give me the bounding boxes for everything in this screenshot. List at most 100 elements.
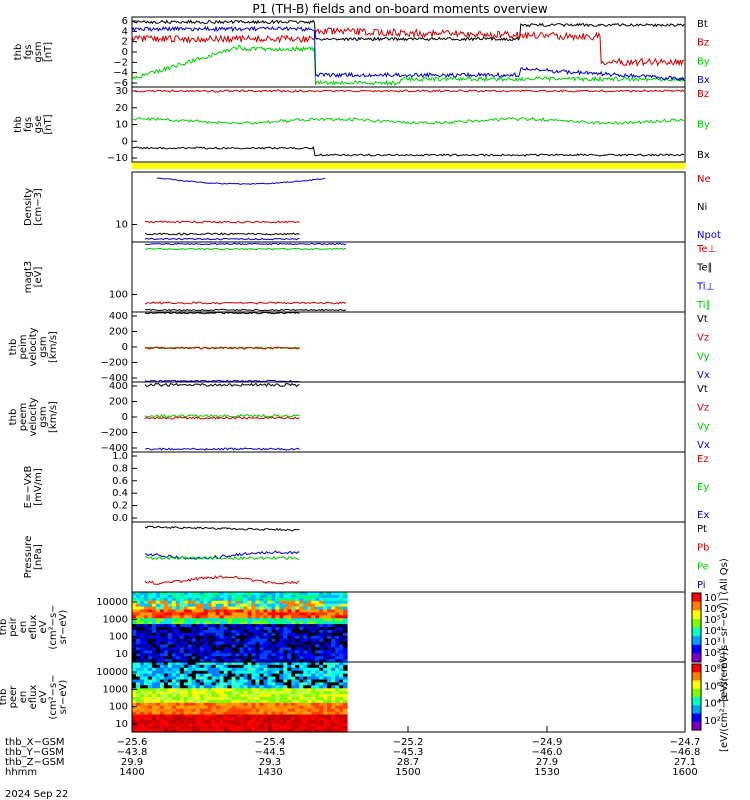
heatmap-cell: [251, 644, 256, 648]
heatmap-cell: [163, 659, 169, 663]
heatmap-cell: [207, 632, 213, 637]
heatmap-cell: [243, 726, 249, 730]
heatmap-cell: [187, 650, 193, 654]
heatmap-cell: [167, 650, 173, 654]
heatmap-cell: [295, 682, 300, 686]
heatmap-cell: [187, 682, 193, 686]
heatmap-cell: [295, 673, 300, 678]
heatmap-cell: [179, 679, 185, 683]
heatmap-cell: [291, 597, 296, 602]
heatmap-cell: [183, 729, 189, 733]
heatmap-cell: [136, 653, 141, 657]
heatmap-cell: [215, 644, 221, 648]
heatmap-cell: [279, 635, 284, 640]
heatmap-cell: [311, 702, 316, 707]
heatmap-cell: [147, 667, 153, 672]
heatmap-cell: [183, 641, 189, 646]
heatmap-cell: [251, 694, 256, 698]
heatmap-cell: [171, 597, 177, 602]
heatmap-cell: [215, 624, 221, 628]
heatmap-cell: [299, 621, 304, 625]
heatmap-cell: [235, 673, 241, 678]
heatmap-cell: [267, 629, 272, 634]
heatmap-cell: [339, 688, 344, 692]
heatmap-cell: [247, 629, 253, 634]
heatmap-cell: [315, 729, 320, 733]
heatmap-cell: [251, 659, 256, 663]
colorbar-tick-label: 10⁶: [704, 604, 721, 615]
heatmap-cell: [311, 673, 316, 678]
heatmap-cell: [211, 597, 217, 602]
heatmap-cell: [327, 656, 332, 660]
heatmap-cell: [287, 673, 292, 678]
heatmap-cell: [259, 699, 264, 704]
heatmap-cell: [335, 702, 340, 707]
heatmap-cell: [299, 726, 304, 730]
heatmap-cell: [343, 592, 348, 596]
heatmap-cell: [331, 711, 336, 716]
heatmap-cell: [223, 685, 229, 689]
heatmap-cell: [255, 670, 260, 675]
colorbar-tick-label: 10⁵: [704, 615, 721, 626]
legend-entry: Ez: [697, 454, 709, 465]
heatmap-cell: [187, 653, 193, 657]
heatmap-cell: [140, 691, 145, 695]
heatmap-cell: [271, 676, 276, 681]
heatmap-cell: [132, 644, 137, 648]
heatmap-cell: [259, 629, 264, 634]
heatmap-cell: [191, 615, 197, 619]
heatmap-cell: [279, 650, 284, 654]
y-tick-label: −6: [113, 78, 128, 89]
heatmap-cell: [140, 714, 145, 718]
heatmap-cell: [179, 635, 185, 640]
legend-entry: Te⊥: [696, 244, 716, 255]
heatmap-cell: [327, 667, 332, 672]
heatmap-cell: [339, 597, 344, 602]
heatmap-cell: [211, 594, 217, 599]
heatmap-cell: [175, 606, 181, 611]
heatmap-cell: [215, 621, 221, 625]
heatmap-cell: [291, 702, 296, 707]
heatmap-cell: [335, 691, 340, 695]
heatmap-cell: [132, 627, 137, 631]
heatmap-cell: [136, 635, 141, 640]
heatmap-cell: [323, 624, 328, 628]
heatmap-cell: [167, 624, 173, 628]
heatmap-cell: [211, 694, 217, 698]
heatmap-cell: [267, 641, 272, 646]
heatmap-cell: [315, 597, 320, 602]
heatmap-cell: [255, 592, 260, 596]
heatmap-cell: [331, 592, 336, 596]
heatmap-cell: [199, 592, 205, 596]
heatmap-cell: [151, 656, 157, 660]
heatmap-cell: [319, 612, 324, 616]
heatmap-cell: [335, 667, 340, 672]
heatmap-cell: [299, 691, 304, 695]
heatmap-cell: [175, 691, 181, 695]
heatmap-cell: [259, 592, 264, 596]
heatmap-cell: [140, 708, 145, 713]
legend-entry: By: [697, 120, 710, 131]
heatmap-cell: [243, 609, 249, 613]
heatmap-cell: [140, 659, 145, 663]
legend-entry: Ex: [697, 510, 709, 521]
x-row-value: 28.7: [397, 757, 419, 768]
heatmap-cell: [143, 615, 149, 619]
heatmap-10: [132, 662, 348, 733]
heatmap-cell: [215, 720, 221, 724]
heatmap-cell: [215, 667, 221, 672]
series-te-perp: [144, 301, 347, 305]
heatmap-cell: [335, 627, 340, 631]
heatmap-cell: [227, 650, 233, 654]
heatmap-cell: [315, 708, 320, 713]
heatmap-cell: [251, 600, 256, 605]
heatmap-cell: [259, 600, 264, 605]
heatmap-cell: [275, 708, 280, 713]
heatmap-cell: [171, 682, 177, 686]
heatmap-cell: [279, 726, 284, 730]
heatmap-cell: [315, 647, 320, 651]
y-tick-label: 4: [122, 26, 128, 37]
heatmap-cell: [279, 714, 284, 718]
heatmap-cell: [215, 656, 221, 660]
heatmap-cell: [183, 597, 189, 602]
